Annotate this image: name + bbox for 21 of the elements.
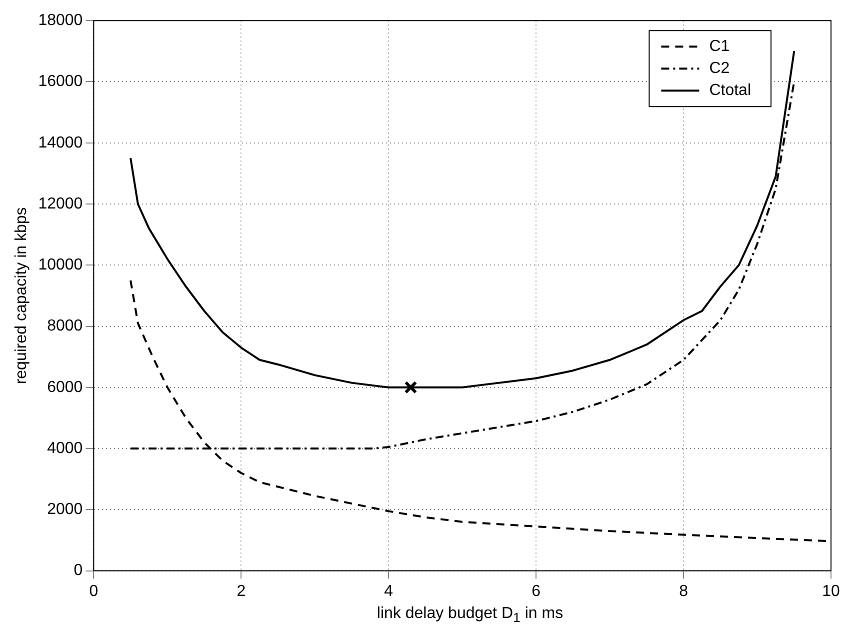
x-tick-label: 6 [532,582,541,600]
y-tick-label: 6000 [47,378,83,396]
legend-label: Ctotal [709,82,751,100]
y-tick-label: 8000 [47,318,83,335]
legend-label: C2 [709,60,730,78]
y-axis-title: required capacity in kbps [13,207,30,384]
y-tick-label: 18000 [38,12,83,30]
y-tick-label: 12000 [38,195,83,212]
legend-label: C1 [709,38,730,56]
y-tick-label: 16000 [38,73,83,90]
x-tick-label: 8 [679,582,688,600]
y-tick-label: 14000 [38,134,83,152]
x-axis-title: link delay budget D$_{1}$ in ms [376,604,564,628]
y-tick-label: 4000 [47,440,83,457]
x-tick-label: 4 [384,582,394,600]
x-tick-label: 2 [236,582,246,600]
y-tick-label: 10000 [38,256,83,274]
y-tick-label: 0 [74,562,83,580]
y-tick-label: 2000 [47,501,83,518]
x-tick-label: 0 [89,582,98,600]
x-tick-label: 10 [822,582,840,600]
